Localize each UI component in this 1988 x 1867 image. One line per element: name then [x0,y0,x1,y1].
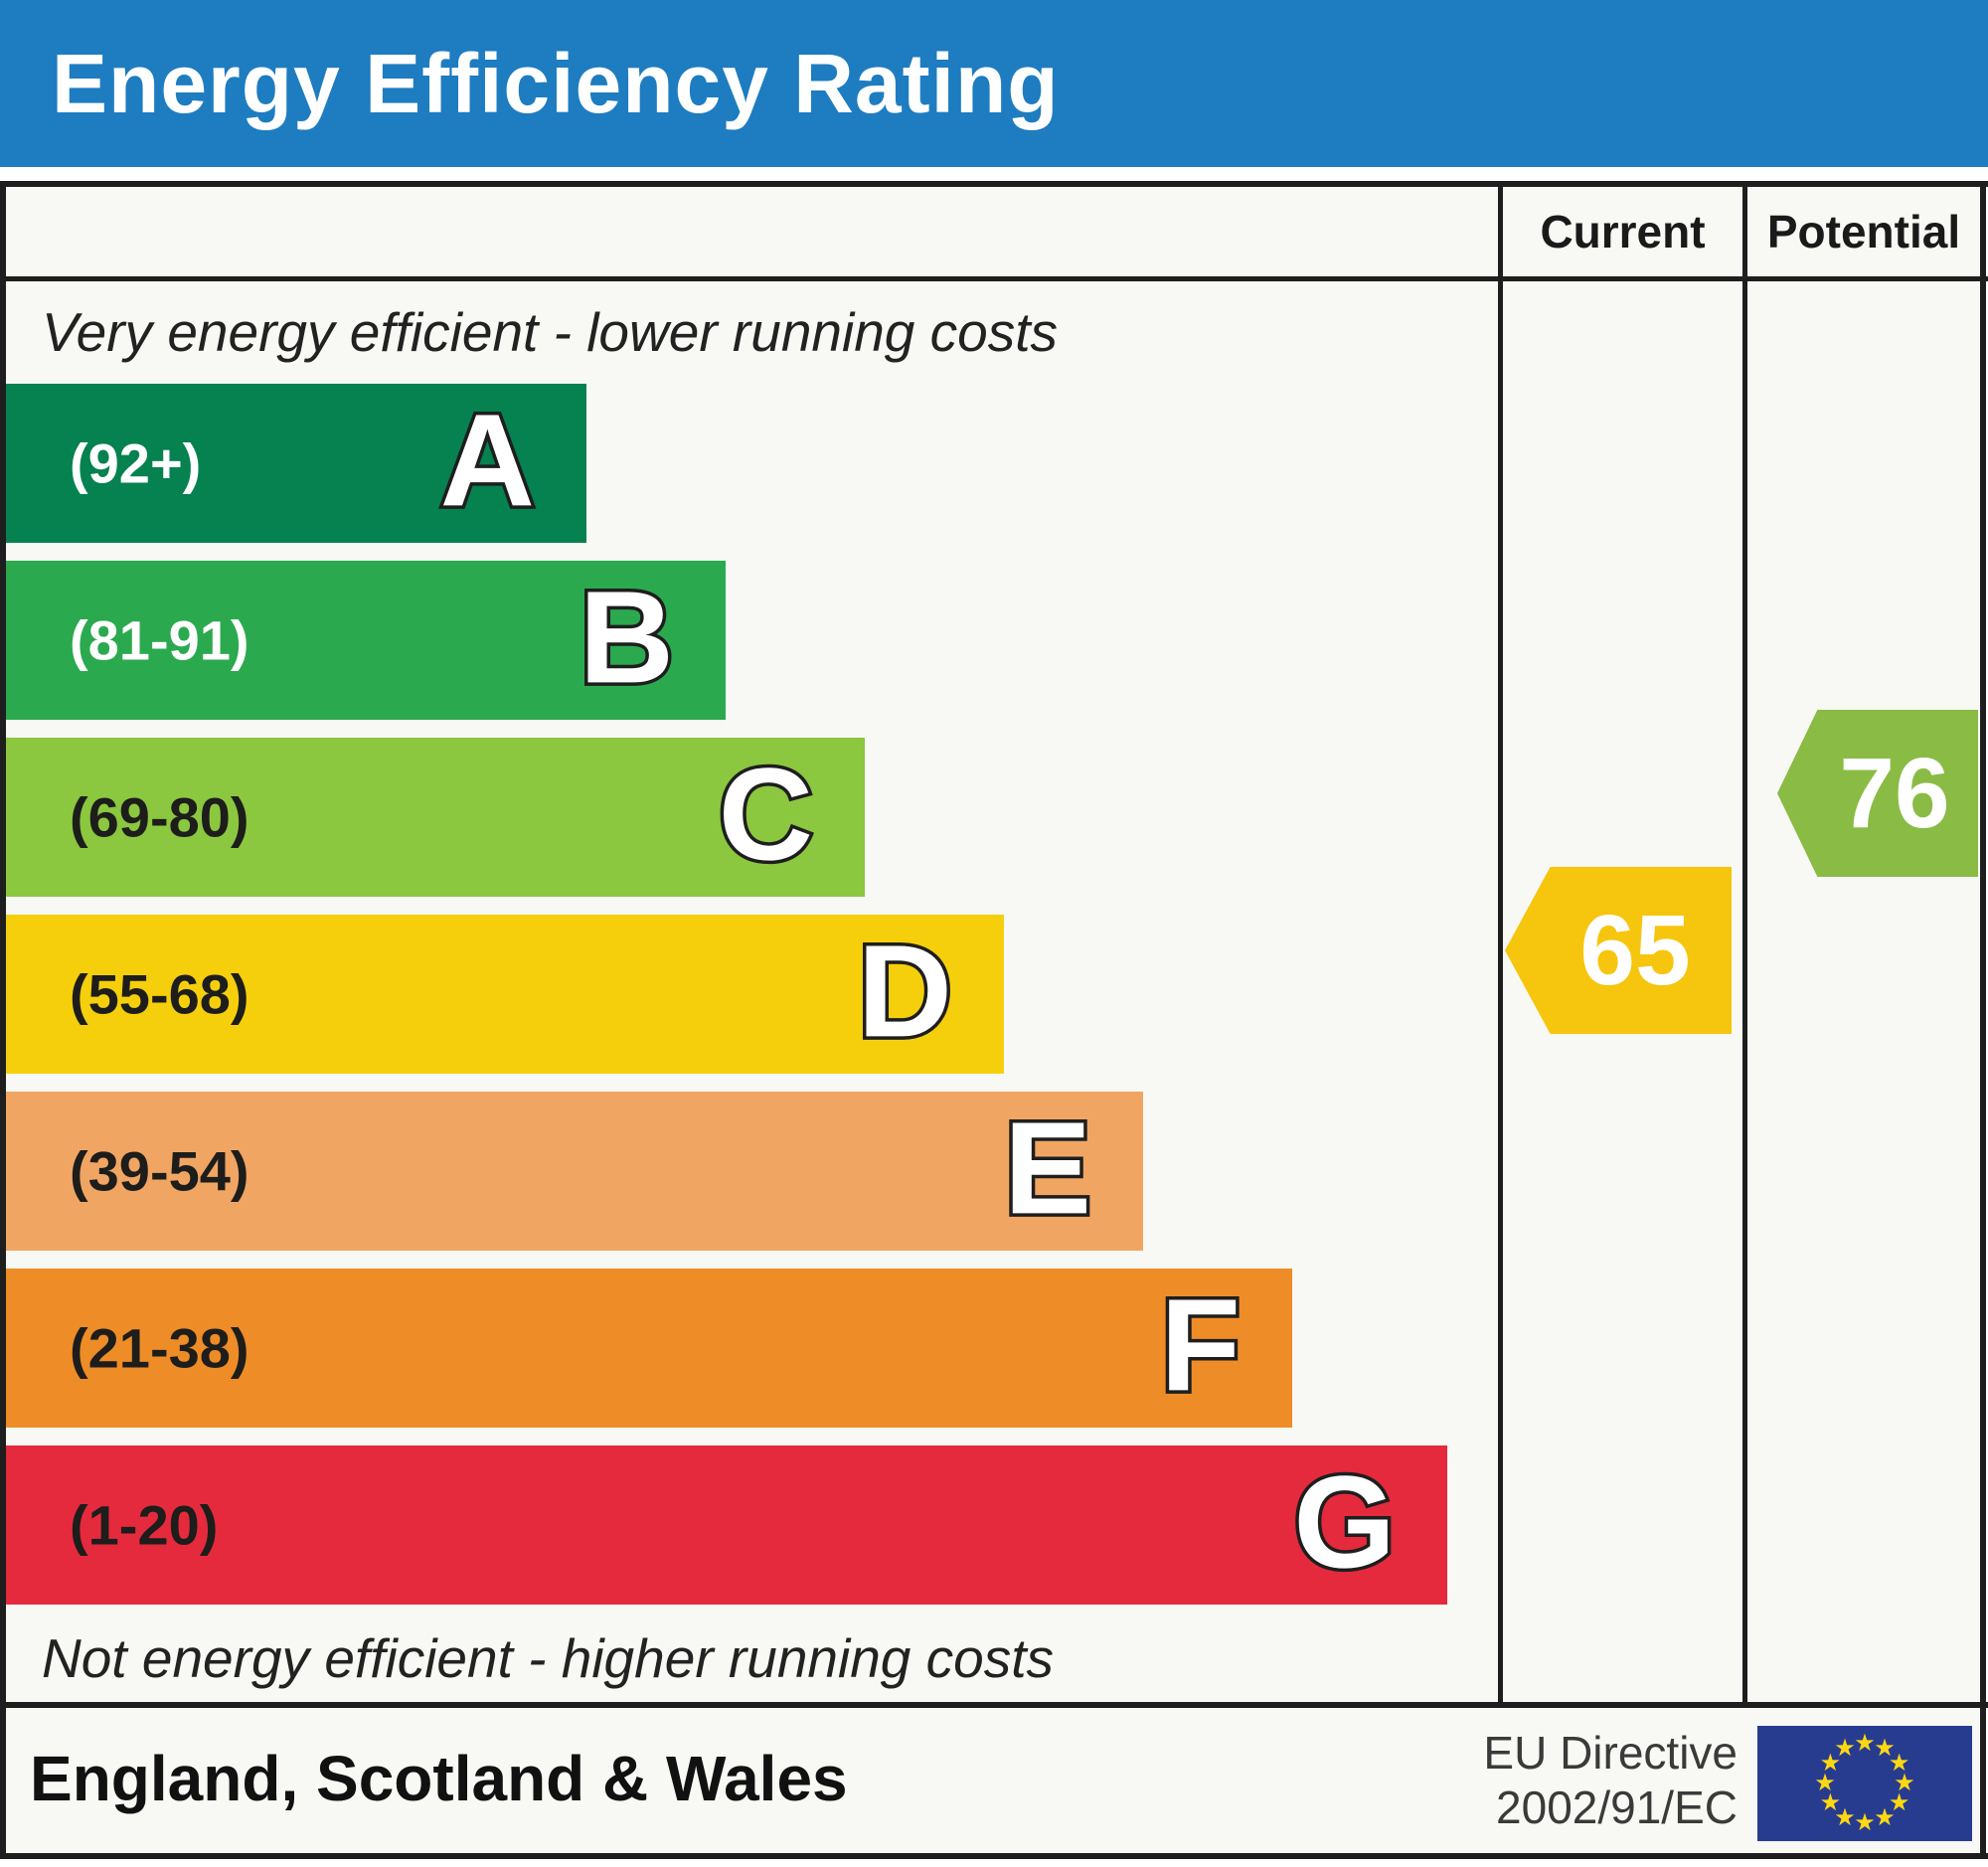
eu-flag-star: ★ [1874,1803,1896,1831]
band-d: (55-68) D [6,915,1004,1074]
eu-flag-star: ★ [1834,1735,1856,1763]
table-bottom-border [0,1853,1988,1859]
potential-score-value: 76 [1839,738,1950,849]
region-label: England, Scotland & Wales [30,1743,848,1814]
band-b: (81-91) B [6,561,726,720]
current-score-value: 65 [1579,895,1691,1006]
eu-flag-star: ★ [1819,1789,1842,1816]
band-c-letter: C [715,741,816,888]
title-banner: Energy Efficiency Rating [0,0,1988,167]
page-title: Energy Efficiency Rating [52,37,1060,130]
band-a-letter: A [436,387,538,534]
band-f-range: (21-38) [70,1316,249,1380]
band-a: (92+) A [6,384,586,543]
eu-directive-line2: 2002/91/EC [1496,1782,1738,1833]
table-top-border [0,181,1988,187]
header-divider-line [0,276,1988,281]
table-right-border [1980,181,1986,1859]
eu-flag-star: ★ [1814,1770,1836,1796]
eu-flag-star: ★ [1894,1770,1915,1796]
eu-flag-star: ★ [1854,1809,1876,1836]
band-d-range: (55-68) [70,962,249,1026]
band-d-letter: D [854,918,955,1065]
footer-divider-line [0,1702,1988,1708]
band-a-range: (92+) [70,431,202,495]
potential-column-header: Potential [1766,206,1961,257]
band-e-letter: E [1000,1095,1094,1242]
band-f: (21-38) F [6,1269,1292,1428]
eu-flag-star: ★ [1888,1750,1910,1777]
eu-directive-label: EU Directive 2002/91/EC [1439,1726,1738,1835]
current-column-header: Current [1540,206,1706,257]
bottom-note: Not energy efficient - higher running co… [42,1627,1055,1689]
potential-score-marker: 76 [1777,710,1978,877]
band-g: (1-20) G [6,1445,1447,1605]
band-c: (69-80) C [6,738,865,897]
band-e: (39-54) E [6,1092,1143,1251]
top-note: Very energy efficient - lower running co… [42,301,1059,363]
eu-flag-icon: ★ ★ ★ ★ ★ ★ ★ ★ ★ ★ ★ ★ [1757,1726,1972,1841]
eu-flag-star: ★ [1834,1803,1856,1831]
potential-column-divider [1742,181,1747,1708]
band-g-range: (1-20) [70,1493,219,1557]
current-score-marker: 65 [1505,867,1732,1034]
table-left-border [0,181,6,1859]
band-b-letter: B [576,564,677,711]
band-c-range: (69-80) [70,785,249,849]
eu-flag-star: ★ [1854,1730,1876,1757]
eu-flag-star: ★ [1888,1789,1910,1816]
current-column-divider [1498,181,1503,1708]
band-g-letter: G [1290,1448,1400,1596]
band-e-range: (39-54) [70,1139,249,1203]
eu-directive-line1: EU Directive [1483,1727,1738,1779]
eu-flag-star: ★ [1874,1735,1896,1763]
band-b-range: (81-91) [70,608,249,672]
eu-flag-star: ★ [1819,1750,1842,1777]
band-f-letter: F [1157,1272,1244,1419]
